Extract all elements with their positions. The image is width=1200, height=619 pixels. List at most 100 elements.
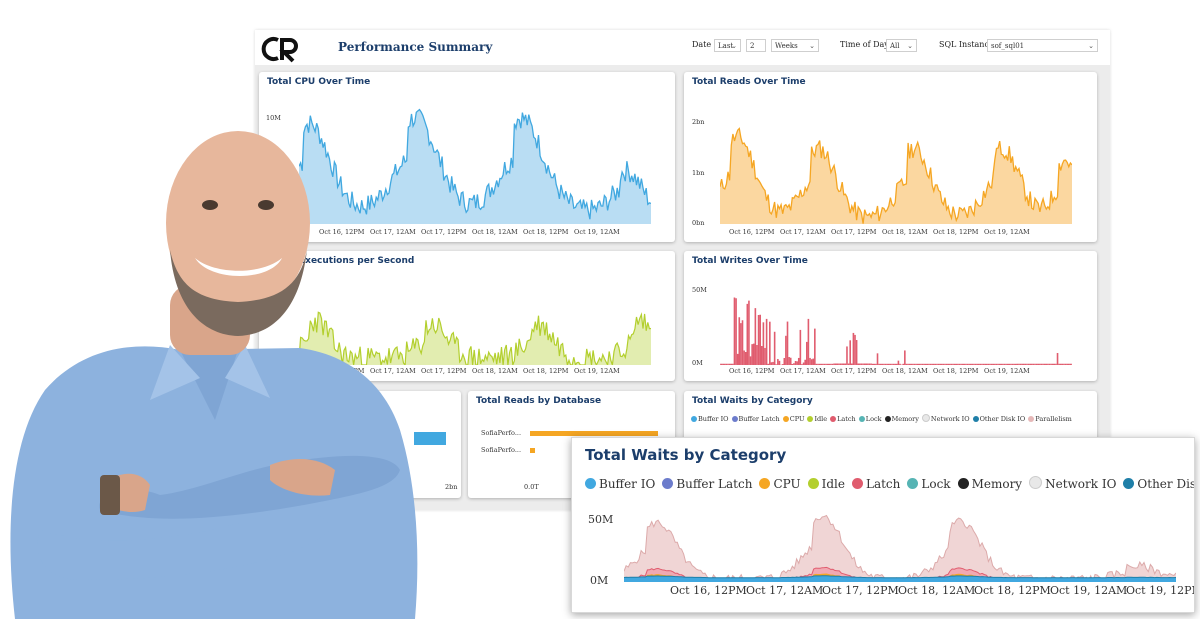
legend-item[interactable]: Idle xyxy=(807,477,845,491)
date-range-value: Last xyxy=(718,42,734,50)
legend-item[interactable]: Network IO xyxy=(921,414,970,423)
x-tick-label: Oct 19, 12AM xyxy=(574,367,620,375)
x-tick-label: Oct 19, 12AM xyxy=(984,367,1030,375)
waits-big-legend: Buffer IO Buffer Latch CPU Idle Latch Lock Mem… xyxy=(585,476,1194,491)
legend-item[interactable]: Idle xyxy=(807,415,827,423)
legend-item[interactable]: Latch xyxy=(851,477,901,491)
x-tick-label: Oct 16, 12PM xyxy=(670,584,747,597)
legend-swatch xyxy=(782,416,789,422)
legend-item[interactable]: Lock xyxy=(907,477,951,491)
legend-item[interactable]: Buffer Latch xyxy=(662,477,752,491)
legend-item[interactable]: Other Disk IO xyxy=(972,415,1025,423)
legend-item[interactable]: Network IO xyxy=(1029,476,1116,491)
legend-item[interactable]: Buffer IO xyxy=(691,415,729,423)
reads-y-mid: 1bn xyxy=(692,169,705,177)
x-tick-label: Oct 18, 12PM xyxy=(974,584,1051,597)
legend-swatch xyxy=(1028,416,1035,422)
legend-item[interactable]: Buffer IO xyxy=(585,477,655,491)
date-range-dropdown[interactable]: Last ⌄ xyxy=(714,39,741,52)
x-tick-label: Oct 17, 12AM xyxy=(746,584,824,597)
reads-area xyxy=(720,128,1072,224)
waits-by-category-enlarged[interactable]: Total Waits by Category Buffer IO Buffer … xyxy=(571,437,1195,613)
presenter-photo xyxy=(10,131,418,619)
legend-item[interactable]: Memory xyxy=(884,415,919,423)
legend-swatch xyxy=(807,416,814,422)
legend-swatch xyxy=(807,478,819,489)
reads-line-chart xyxy=(720,127,1072,224)
legend-label: Lock xyxy=(921,477,951,491)
sql-instance-dropdown[interactable]: sof_sql01 ⌄ xyxy=(987,39,1098,52)
legend-label: Network IO xyxy=(1045,477,1117,491)
writes-y-top: 50M xyxy=(692,286,707,294)
legend-item[interactable]: Latch xyxy=(830,415,856,423)
legend-swatch xyxy=(851,478,863,489)
x-tick-label: Oct 17, 12AM xyxy=(370,367,416,375)
legend-label: CPU xyxy=(773,477,801,491)
executions-area xyxy=(299,312,651,365)
database-bar[interactable] xyxy=(530,431,658,436)
database-bar[interactable] xyxy=(530,448,536,453)
cpu-by-database-bar xyxy=(414,432,446,445)
legend-swatch xyxy=(830,416,837,422)
legend-item[interactable]: Memory xyxy=(957,477,1022,491)
time-of-day-value: All xyxy=(890,42,900,50)
legend-swatch xyxy=(884,416,891,422)
legend-swatch xyxy=(691,416,697,422)
waits-big-y-bottom: 0M xyxy=(590,574,609,587)
x-tick-label: Oct 18, 12AM xyxy=(882,228,928,236)
legend-item[interactable]: Lock xyxy=(858,415,882,423)
database-label: SofiaPerfo... xyxy=(481,429,522,437)
legend-item[interactable]: Parallelism xyxy=(1028,415,1072,423)
time-of-day-label: Time of Day xyxy=(840,40,889,49)
executions-line xyxy=(299,311,651,365)
x-tick-label: Oct 18, 12PM xyxy=(933,367,979,375)
writes-card[interactable]: Total Writes Over Time 50M 0M Oct 16, 12… xyxy=(684,251,1097,381)
x-tick-label: Oct 17, 12PM xyxy=(421,228,467,236)
date-unit-dropdown[interactable]: Weeks ⌄ xyxy=(771,39,819,52)
x-tick-label: Oct 19, 12AM xyxy=(1050,584,1128,597)
page-title: Performance Summary xyxy=(338,40,493,54)
x-tick-label: Oct 17, 12PM xyxy=(421,367,467,375)
sql-instance-label: SQL Instance xyxy=(939,40,994,49)
legend-swatch xyxy=(858,416,865,422)
cpu-card[interactable]: Total CPU Over Time 10M Oct 16, 12PM Oct … xyxy=(259,72,675,242)
legend-item[interactable]: Buffer Latch xyxy=(731,415,780,423)
legend-swatch xyxy=(921,414,930,422)
waits-big-title: Total Waits by Category xyxy=(585,446,787,464)
date-unit-value: Weeks xyxy=(775,42,798,50)
executions-line-chart xyxy=(299,311,651,365)
legend-item[interactable]: Other Disk IO xyxy=(1123,477,1194,491)
legend-label: Idle xyxy=(814,415,828,423)
legend-swatch xyxy=(1123,478,1135,489)
reads-by-database-title: Total Reads by Database xyxy=(476,396,602,406)
date-count-input[interactable]: 2 xyxy=(746,39,766,52)
x-tick-label: Oct 18, 12PM xyxy=(933,228,979,236)
legend-swatch xyxy=(759,478,771,489)
database-label: SofiaPerfo... xyxy=(481,446,522,454)
x-tick-label: Oct 17, 12PM xyxy=(831,367,877,375)
cpu-card-title: Total CPU Over Time xyxy=(267,77,371,87)
legend-label: Other Disk IO xyxy=(1137,477,1194,491)
chevron-down-icon: ⌄ xyxy=(1088,42,1094,50)
x-tick-label: Oct 17, 12AM xyxy=(780,367,826,375)
cpu-line xyxy=(299,108,651,220)
legend-label: Latch xyxy=(865,477,901,491)
buffer-io-area xyxy=(624,575,1176,582)
time-of-day-dropdown[interactable]: All ⌄ xyxy=(886,39,917,52)
legend-item[interactable]: CPU xyxy=(759,477,801,491)
legend-item[interactable]: CPU xyxy=(782,415,805,423)
x-tick-label: Oct 16, 12PM xyxy=(319,228,365,236)
x-tick-label: Oct 19, 12PM xyxy=(1126,584,1194,597)
legend-swatch xyxy=(907,478,919,489)
legend-label: CPU xyxy=(789,415,805,423)
reads-y-bottom: 0bn xyxy=(692,219,705,227)
cr-logo-icon xyxy=(261,37,298,63)
x-tick-label: Oct 18, 12AM xyxy=(882,367,928,375)
sql-instance-value: sof_sql01 xyxy=(991,42,1025,50)
date-count-value: 2 xyxy=(750,42,755,50)
writes-card-title: Total Writes Over Time xyxy=(692,256,808,266)
reads-card[interactable]: Total Reads Over Time 2bn 1bn 0bn Oct 16… xyxy=(684,72,1097,242)
cpu-by-database-x-end: 2bn xyxy=(445,483,458,491)
waits-small-title: Total Waits by Category xyxy=(692,396,813,406)
legend-label: Buffer Latch xyxy=(676,477,753,491)
